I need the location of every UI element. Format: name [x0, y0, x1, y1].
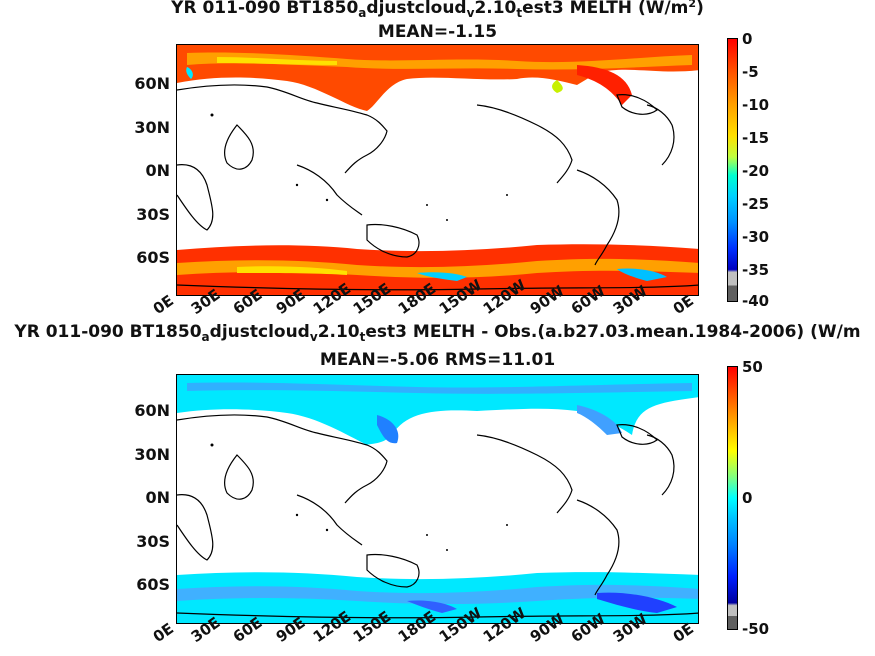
panel1-subtitle: MEAN=-1.15	[377, 22, 498, 42]
panel1-lat-30n: 30N	[134, 118, 170, 137]
panel2-title: YR 011-090 BT1850adjustcloudv2.10test3 M…	[14, 322, 861, 344]
panel1-cbar-label-1: -5	[742, 63, 759, 81]
panel2-lat-60n: 60N	[134, 401, 170, 420]
panel1-map-svg	[177, 45, 698, 295]
panel1-lon-0e: 0E	[149, 291, 177, 318]
panel2-map-svg	[177, 375, 698, 623]
panel1-lat-0n: 0N	[145, 161, 170, 180]
panel1-lat-60s: 60S	[136, 248, 170, 267]
panel1-colorbar	[727, 38, 738, 302]
panel2-map	[176, 374, 699, 624]
panel1-cbar-label-8: -40	[742, 292, 770, 310]
panel2-cbar-label-2: -50	[742, 620, 770, 638]
panel2-colorbar	[727, 366, 738, 630]
panel1-title: YR 011-090 BT1850adjustcloudv2.10test3 M…	[171, 0, 704, 20]
panel1-cbar-label-4: -20	[742, 162, 770, 180]
panel2-lat-60s: 60S	[136, 575, 170, 594]
panel1-lat-60n: 60N	[134, 74, 170, 93]
panel1-cbar-label-6: -30	[742, 228, 770, 246]
panel2-lon-0e: 0E	[149, 619, 177, 646]
panel2-lat-0n: 0N	[145, 488, 170, 507]
panel2-cbar-label-0: 50	[742, 358, 763, 376]
panel1-map	[176, 44, 699, 296]
panel1-lat-30s: 30S	[136, 205, 170, 224]
panel2-lat-30s: 30S	[136, 532, 170, 551]
panel1-cbar-label-0: 0	[742, 30, 753, 48]
panel1-cbar-label-3: -15	[742, 129, 770, 147]
panel2-lat-30n: 30N	[134, 445, 170, 464]
panel2-cbar-label-1: 0	[742, 489, 753, 507]
panel1-cbar-label-2: -10	[742, 96, 770, 114]
panel2-subtitle: MEAN=-5.06 RMS=11.01	[319, 350, 556, 370]
panel1-cbar-label-5: -25	[742, 195, 770, 213]
panel1-cbar-label-7: -35	[742, 261, 770, 279]
